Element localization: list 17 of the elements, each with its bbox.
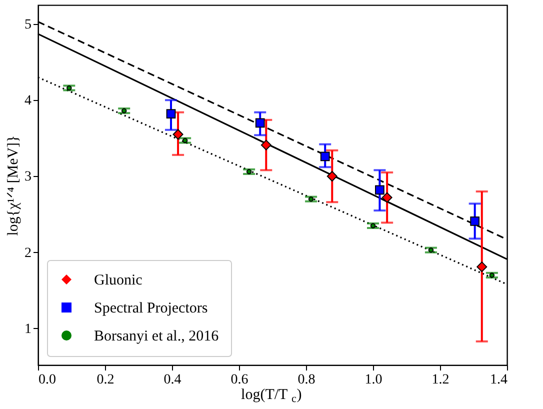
x-tick-label: 1.2 (432, 372, 450, 388)
x-tick-label: 1.0 (364, 372, 382, 388)
y-tick-label: 2 (24, 246, 32, 261)
x-tick-label: 0.4 (164, 372, 182, 388)
y-axis-title: log{χ¹ᐟ⁴ [MeV]} (6, 135, 22, 236)
x-tick-label: 0.0 (38, 372, 56, 388)
y-tick-label: 1 (24, 322, 32, 337)
y-tick-label: 3 (24, 170, 32, 185)
legend-label: Spectral Projectors (94, 300, 208, 316)
x-tick-label: 0.6 (230, 372, 248, 388)
y-tick-label: 4 (24, 94, 32, 109)
y-tick-label: 5 (24, 18, 32, 33)
x-tick-label: 0.2 (96, 372, 114, 388)
x-tick-label: 0.8 (298, 372, 316, 388)
legend-label: Borsanyi et al., 2016 (94, 328, 220, 344)
x-tick-label: 1.4 (490, 372, 508, 388)
legend-label: Gluonic (94, 272, 143, 288)
